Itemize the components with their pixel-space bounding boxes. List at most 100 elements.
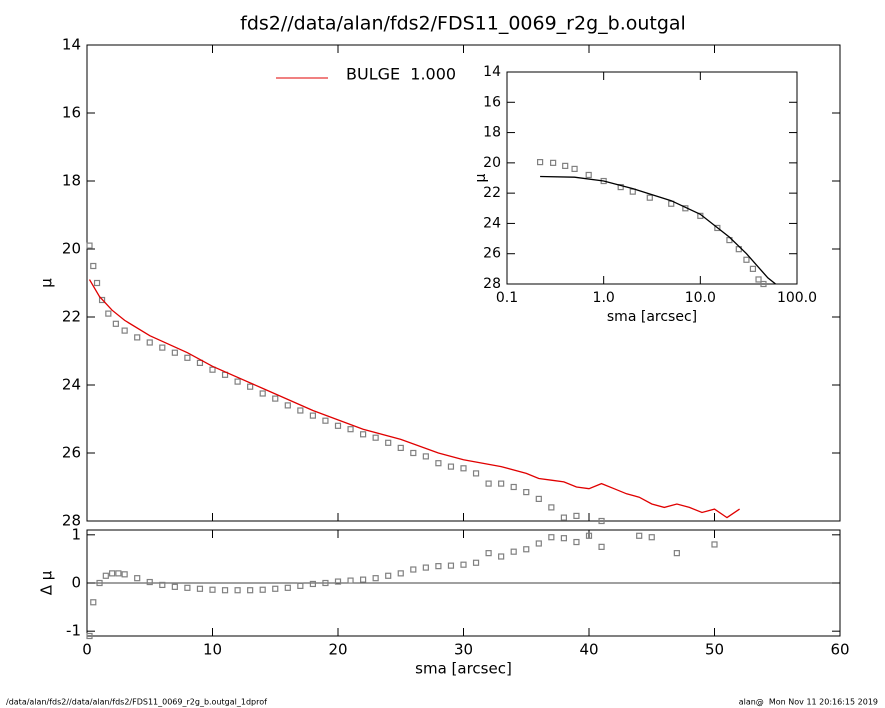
data-point [535, 495, 542, 502]
data-point [297, 582, 304, 589]
chart-title: fds2//data/alan/fds2/FDS11_0069_r2g_b.ou… [240, 13, 686, 35]
y-tick-label: 22 [62, 308, 81, 326]
data-point [510, 548, 517, 555]
data-point [743, 256, 750, 263]
data-point [510, 483, 517, 491]
data-point [334, 578, 342, 585]
data-point [347, 577, 354, 584]
data-point [146, 578, 153, 586]
inset-background [507, 72, 797, 284]
y-tick-label: 20 [62, 240, 81, 258]
y-tick-label: 26 [483, 246, 501, 262]
data-point [272, 395, 279, 402]
data-point [560, 514, 568, 521]
x-tick-label: 20 [328, 641, 347, 659]
plot-frame [506, 71, 798, 285]
footer-right: alan@ Mon Nov 11 20:16:15 2019 [739, 698, 878, 707]
data-point [560, 535, 568, 542]
data-point [537, 159, 544, 166]
data-point [360, 576, 367, 583]
data-point [573, 538, 580, 546]
legend-label: BULGE 1.000 [346, 65, 456, 84]
data-point [134, 575, 141, 582]
x-tick-label: 0.1 [496, 290, 518, 306]
data-point [648, 534, 655, 541]
data-point [90, 262, 97, 270]
data-point [585, 532, 593, 539]
x-tick-label: 0 [82, 641, 92, 659]
data-point [86, 242, 93, 249]
data-point [485, 550, 492, 557]
data-point [498, 553, 505, 560]
data-point [435, 563, 442, 570]
y-tick-label: 22 [483, 185, 501, 201]
x-tick-label: 40 [579, 641, 598, 659]
y-tick-label: 14 [62, 36, 81, 54]
data-point [422, 564, 429, 571]
data-point [548, 504, 555, 511]
data-point [646, 194, 653, 201]
data-point [422, 453, 429, 460]
data-point [146, 339, 153, 346]
data-point [550, 159, 557, 166]
data-point [247, 587, 254, 594]
data-point [535, 540, 542, 547]
data-point [93, 279, 101, 287]
data-point [385, 439, 392, 446]
y-tick-label: 28 [62, 512, 81, 530]
x-tick-label: 10 [203, 641, 222, 659]
y-tick-label: 16 [483, 94, 501, 110]
data-point [548, 534, 555, 541]
data-point [309, 580, 316, 588]
data-point [309, 412, 316, 419]
data-point [347, 426, 354, 433]
data-point [711, 541, 718, 548]
y-tick-label: 24 [483, 215, 501, 231]
data-point [485, 480, 492, 487]
data-point [112, 320, 119, 327]
data-point [447, 562, 455, 569]
data-point [247, 383, 254, 390]
data-point [360, 431, 367, 438]
y-tick-label: 18 [62, 172, 81, 190]
y-tick-label: 1 [71, 525, 81, 543]
data-point [105, 310, 112, 317]
model-line [540, 175, 777, 285]
data-point [108, 570, 116, 577]
data-point [498, 480, 505, 487]
data-point [749, 265, 757, 272]
x-tick-label: 1.0 [593, 290, 615, 306]
y-tick-label: 0 [71, 574, 81, 592]
data-point [322, 579, 329, 587]
data-point [96, 579, 103, 587]
data-point [435, 460, 442, 467]
data-point [259, 390, 266, 397]
data-point [209, 586, 216, 593]
data-point [447, 463, 455, 470]
data-point [673, 550, 680, 557]
y-tick-label: 26 [62, 444, 81, 462]
data-point [571, 165, 578, 173]
data-point [322, 417, 329, 424]
data-point [221, 587, 229, 594]
data-point [184, 354, 191, 361]
data-point [297, 407, 304, 414]
data-point [196, 585, 204, 592]
data-point [523, 546, 530, 553]
data-point [636, 532, 643, 539]
data-point [234, 587, 241, 594]
data-point [460, 561, 467, 568]
data-point [272, 585, 279, 592]
x-tick-label: 60 [830, 641, 849, 659]
data-point [284, 402, 291, 409]
y-tick-label: 16 [62, 104, 81, 122]
data-point [460, 465, 467, 472]
data-point [397, 570, 404, 577]
x-tick-label: 10.0 [685, 290, 716, 306]
data-point [86, 632, 93, 640]
data-point [259, 586, 266, 593]
data-point [184, 584, 191, 591]
data-point [171, 583, 178, 590]
y-tick-label: 18 [483, 125, 501, 141]
